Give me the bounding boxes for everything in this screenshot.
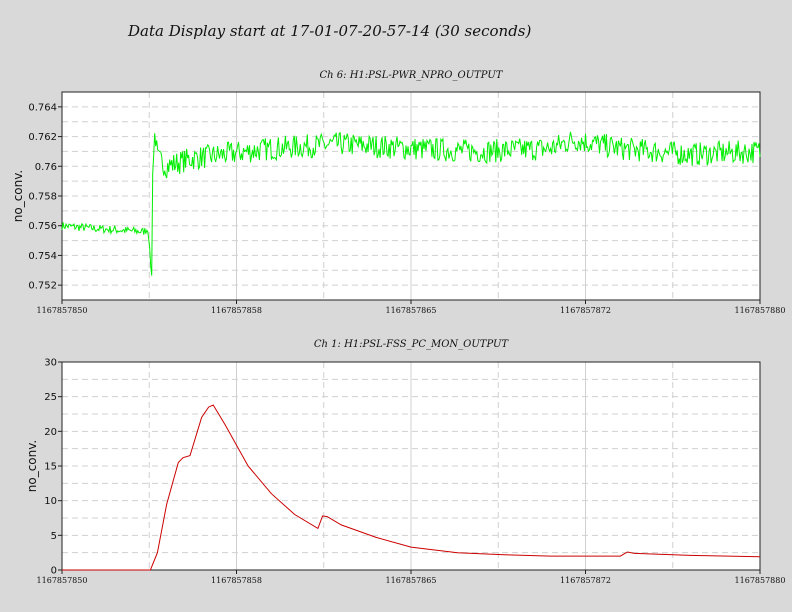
- page-title: Data Display start at 17-01-07-20-57-14 …: [128, 22, 532, 40]
- y-tick-label: 15: [44, 462, 57, 473]
- series-line: [62, 404, 761, 571]
- series-line: [61, 131, 761, 276]
- x-tick-label: 1167857872: [560, 576, 611, 585]
- y-tick-label: 10: [44, 496, 57, 507]
- y-tick-label: 0.762: [28, 132, 57, 143]
- y-tick-label: 0: [51, 566, 57, 577]
- y-tick-label: 0.758: [28, 192, 57, 203]
- x-tick-label: 1167857850: [37, 306, 88, 315]
- y-tick-label: 0.754: [28, 251, 57, 262]
- y-axis-label: no_conv.: [25, 440, 39, 492]
- y-tick-label: 0.756: [28, 221, 57, 232]
- x-tick-label: 1167857858: [211, 306, 262, 315]
- chart-title: Ch 1: H1:PSL-FSS_PC_MON_OUTPUT: [314, 339, 510, 350]
- y-tick-label: 25: [44, 392, 57, 403]
- x-tick-label: 1167857858: [211, 576, 262, 585]
- chart-panel-2: Ch 1: H1:PSL-FSS_PC_MON_OUTPUT no_conv. 0 5…: [25, 339, 785, 585]
- x-tick-label: 1167857865: [386, 576, 437, 585]
- x-tick-label: 1167857850: [37, 576, 88, 585]
- chart-title: Ch 6: H1:PSL-PWR_NPRO_OUTPUT: [320, 70, 504, 81]
- chart-panel-1: Ch 6: H1:PSL-PWR_NPRO_OUTPUTno_conv.0.75…: [11, 70, 785, 315]
- y-tick-label: 0.76: [35, 162, 57, 173]
- y-tick-label: 20: [44, 427, 57, 438]
- x-tick-label: 1167857880: [735, 576, 786, 585]
- y-axis-label: no_conv.: [11, 170, 25, 222]
- y-tick-label: 30: [44, 358, 57, 369]
- y-tick-label: 0.764: [28, 102, 57, 113]
- x-tick-label: 1167857865: [386, 306, 437, 315]
- y-tick-label: 0.752: [28, 281, 57, 292]
- x-tick-label: 1167857872: [560, 306, 611, 315]
- x-tick-label: 1167857880: [735, 306, 786, 315]
- y-tick-label: 5: [51, 531, 57, 542]
